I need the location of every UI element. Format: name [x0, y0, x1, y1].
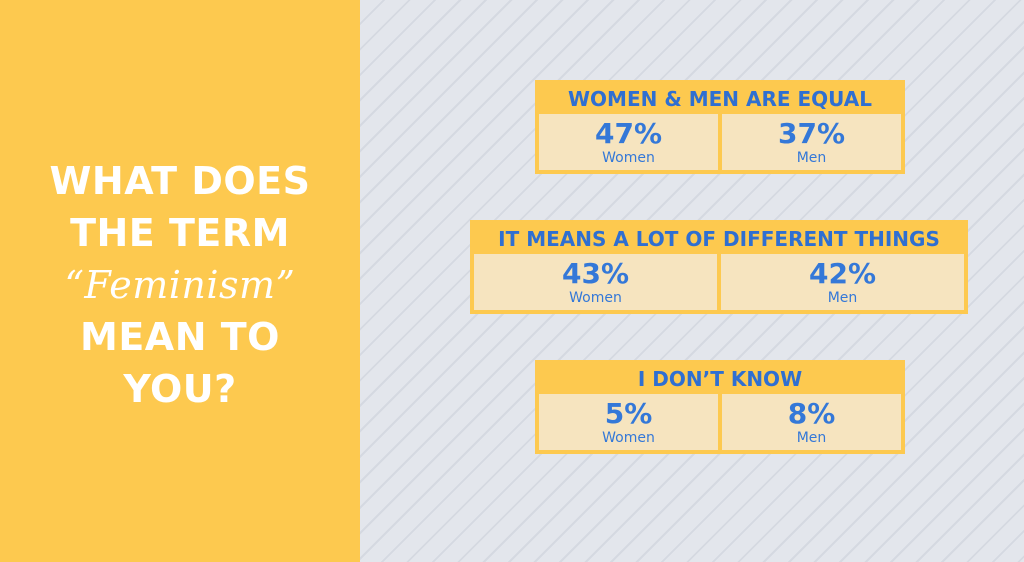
stat-cell: 43% Women [474, 254, 717, 310]
panel-heading: IT MEANS A LOT OF DIFFERENT THINGS [498, 227, 940, 251]
stat-value: 42% [808, 257, 877, 290]
title: WHAT DOES THE TERM “Feminism” MEAN TO YOU? [0, 155, 360, 415]
stat-cell: 8% Men [722, 394, 901, 450]
stat-label: Women [602, 430, 655, 446]
panel-heading: WOMEN & MEN ARE EQUAL [567, 87, 872, 111]
stat-cell: 42% Men [721, 254, 964, 310]
stat-label: Women [569, 290, 622, 306]
stat-cell: 47% Women [539, 114, 718, 170]
result-panel: WOMEN & MEN ARE EQUAL 47% Women 37% Men [535, 80, 905, 174]
title-line: “Feminism” [64, 263, 296, 307]
stat-value: 47% [594, 117, 663, 150]
title-line: THE TERM [70, 211, 290, 255]
panel-row: 5% Women 8% Men [539, 394, 901, 450]
title-line: WHAT DOES [49, 159, 311, 203]
result-panel: IT MEANS A LOT OF DIFFERENT THINGS 43% Wom… [470, 220, 968, 314]
stat-label: Women [602, 150, 655, 166]
stat-label: Men [796, 150, 827, 166]
title-line: MEAN TO [80, 315, 280, 359]
title-line: YOU? [123, 367, 237, 411]
panel-heading: I DON’T KNOW [637, 367, 803, 391]
stat-value: 5% [604, 397, 653, 430]
stat-cell: 37% Men [722, 114, 901, 170]
stat-cell: 5% Women [539, 394, 718, 450]
panel-row: 43% Women 42% Men [474, 254, 964, 310]
stat-label: Men [796, 430, 827, 446]
stat-label: Men [827, 290, 858, 306]
panel-row: 47% Women 37% Men [539, 114, 901, 170]
title-panel: WHAT DOES THE TERM “Feminism” MEAN TO YOU? [0, 0, 360, 562]
stat-value: 37% [777, 117, 846, 150]
result-panel: I DON’T KNOW 5% Women 8% Men [535, 360, 905, 454]
stat-value: 43% [561, 257, 630, 290]
stat-value: 8% [787, 397, 836, 430]
